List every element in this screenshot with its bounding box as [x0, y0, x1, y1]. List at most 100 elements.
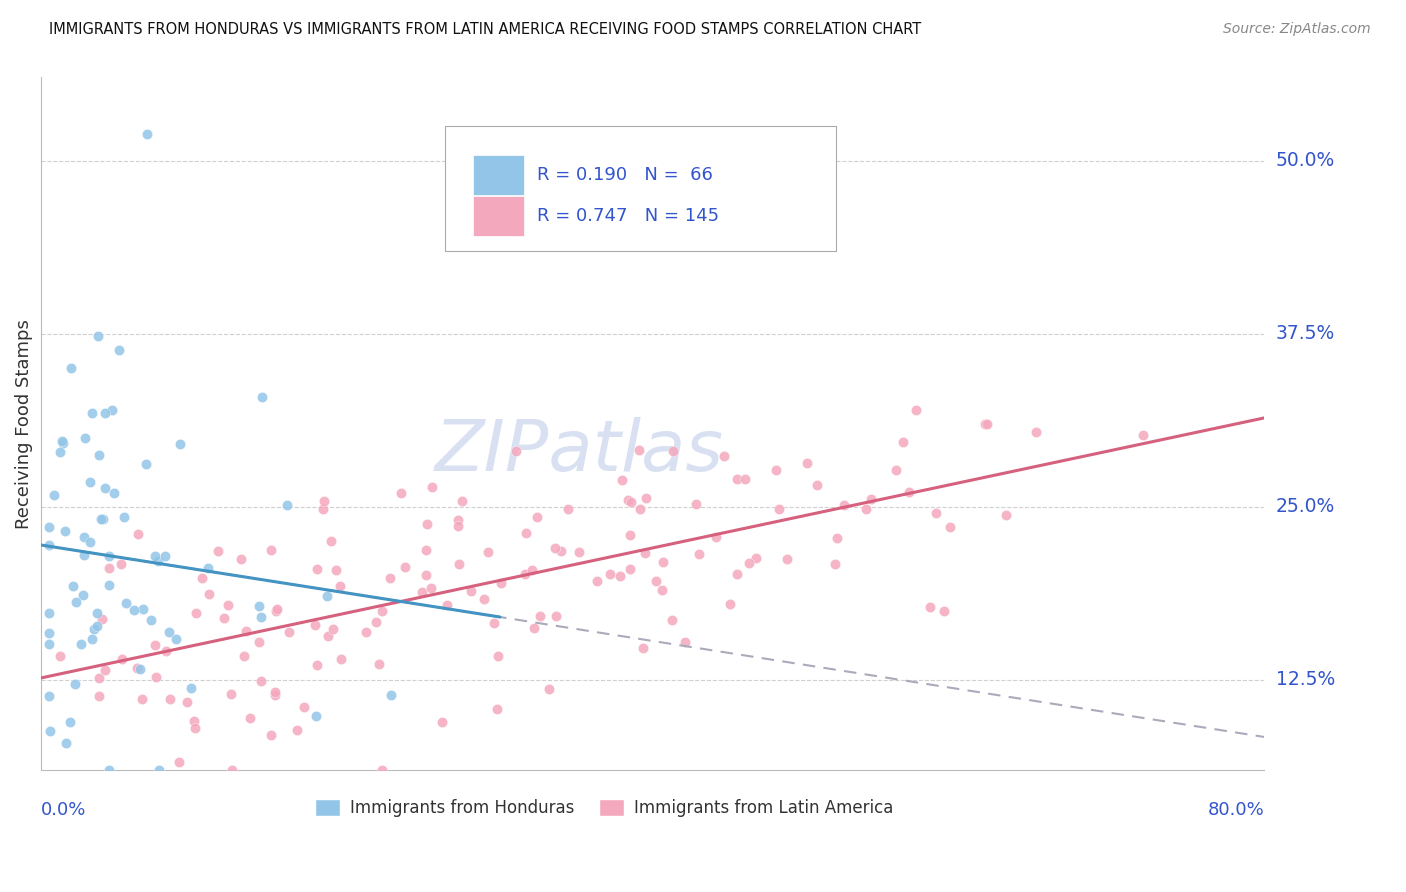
Point: [80, 406, 103, 420]
Point: [688, 547, 710, 561]
Point: [59, 714, 82, 729]
Point: [644, 574, 666, 589]
Point: [725, 567, 748, 582]
Point: [87, 671, 110, 685]
Point: [609, 569, 631, 583]
Point: [486, 648, 509, 663]
Text: 37.5%: 37.5%: [1275, 324, 1334, 343]
Point: [266, 601, 288, 615]
Point: [651, 582, 673, 597]
Point: [97, 561, 120, 575]
Point: [304, 617, 326, 632]
Point: [250, 609, 273, 624]
Point: [420, 581, 443, 595]
Point: [143, 638, 166, 652]
Point: [430, 715, 453, 730]
Point: [94, 663, 117, 677]
Text: 50.0%: 50.0%: [1275, 151, 1334, 170]
Point: [90, 512, 112, 526]
Point: [38, 637, 60, 651]
Point: [110, 558, 132, 572]
Point: [557, 502, 579, 516]
Point: [415, 543, 437, 558]
Point: [738, 556, 761, 570]
Point: [976, 417, 998, 431]
Text: 80.0%: 80.0%: [1208, 800, 1264, 819]
Point: [127, 527, 149, 541]
Point: [73, 548, 96, 562]
Point: [628, 501, 651, 516]
Point: [523, 621, 546, 635]
Point: [550, 543, 572, 558]
Point: [447, 557, 470, 571]
Y-axis label: Receiving Food Stamps: Receiving Food Stamps: [15, 318, 32, 529]
Point: [537, 681, 560, 696]
Point: [725, 472, 748, 486]
Point: [718, 598, 741, 612]
Point: [53, 524, 76, 538]
Point: [55, 736, 77, 750]
Text: 0.0%: 0.0%: [41, 800, 87, 819]
Point: [368, 657, 391, 671]
Point: [176, 695, 198, 709]
Point: [661, 613, 683, 627]
Point: [91, 612, 114, 626]
Point: [197, 561, 219, 575]
Point: [38, 520, 60, 534]
Point: [86, 619, 108, 633]
Point: [450, 494, 472, 508]
Point: [79, 475, 101, 490]
Point: [436, 598, 458, 612]
Point: [704, 530, 727, 544]
FancyBboxPatch shape: [444, 126, 837, 251]
Point: [218, 598, 240, 612]
Point: [477, 545, 499, 559]
Point: [101, 402, 124, 417]
Point: [155, 644, 177, 658]
Point: [65, 595, 87, 609]
Point: [111, 652, 134, 666]
Point: [918, 599, 941, 614]
Point: [932, 604, 955, 618]
Point: [825, 531, 848, 545]
Point: [619, 562, 641, 576]
Point: [75, 431, 97, 445]
Point: [212, 611, 235, 625]
Point: [995, 508, 1018, 523]
Text: 25.0%: 25.0%: [1275, 498, 1334, 516]
Point: [235, 624, 257, 638]
Point: [38, 606, 60, 620]
Point: [568, 545, 591, 559]
Point: [526, 509, 548, 524]
Point: [485, 701, 508, 715]
Point: [38, 537, 60, 551]
Point: [51, 434, 73, 448]
Point: [329, 652, 352, 666]
Text: 12.5%: 12.5%: [1275, 671, 1334, 690]
Text: ZIPatlas: ZIPatlas: [434, 417, 724, 486]
Point: [145, 670, 167, 684]
Point: [167, 755, 190, 769]
Point: [231, 552, 253, 566]
Text: IMMIGRANTS FROM HONDURAS VS IMMIGRANTS FROM LATIN AMERICA RECEIVING FOOD STAMPS : IMMIGRANTS FROM HONDURAS VS IMMIGRANTS F…: [49, 22, 921, 37]
Point: [98, 549, 121, 563]
Point: [143, 549, 166, 563]
Point: [884, 463, 907, 477]
Point: [305, 709, 328, 723]
Point: [48, 445, 70, 459]
Point: [114, 596, 136, 610]
Point: [278, 625, 301, 640]
Point: [411, 584, 433, 599]
Point: [233, 649, 256, 664]
Point: [422, 480, 444, 494]
Point: [62, 579, 84, 593]
Point: [83, 623, 105, 637]
Point: [112, 510, 135, 524]
Point: [79, 534, 101, 549]
Point: [619, 528, 641, 542]
Point: [610, 473, 633, 487]
Point: [264, 688, 287, 702]
Point: [685, 497, 707, 511]
Point: [165, 632, 187, 647]
Point: [529, 608, 551, 623]
